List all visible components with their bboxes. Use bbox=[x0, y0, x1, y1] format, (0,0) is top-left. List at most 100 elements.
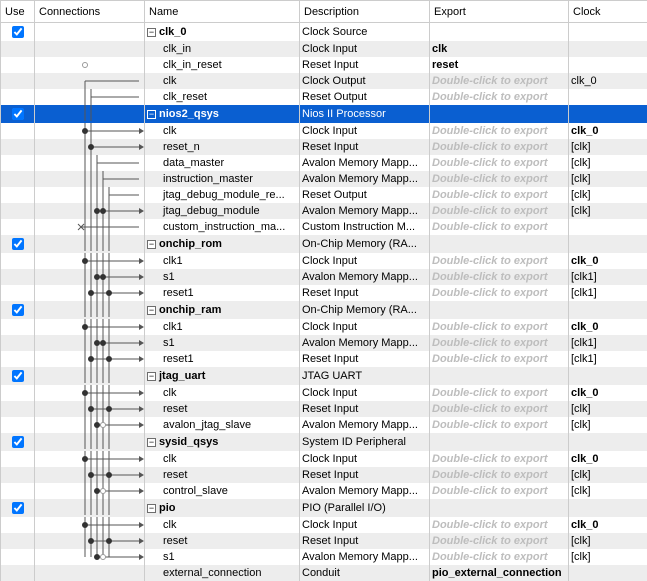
use-checkbox[interactable] bbox=[12, 502, 24, 514]
name-cell[interactable]: clk bbox=[145, 517, 300, 533]
table-row[interactable]: avalon_jtag_slaveAvalon Memory Mapp...Do… bbox=[1, 417, 647, 433]
table-row[interactable]: reset1Reset InputDouble-click to export[… bbox=[1, 351, 647, 367]
connections-cell[interactable] bbox=[35, 187, 145, 203]
table-row[interactable]: instruction_masterAvalon Memory Mapp...D… bbox=[1, 171, 647, 187]
use-checkbox[interactable] bbox=[12, 108, 24, 120]
table-row[interactable]: s1Avalon Memory Mapp...Double-click to e… bbox=[1, 269, 647, 285]
connections-cell[interactable] bbox=[35, 549, 145, 565]
connections-cell[interactable] bbox=[35, 565, 145, 581]
name-cell[interactable]: clk bbox=[145, 451, 300, 467]
export-cell[interactable] bbox=[430, 301, 569, 319]
table-row[interactable]: external_connectionConduitpio_external_c… bbox=[1, 565, 647, 581]
clock-cell[interactable] bbox=[569, 301, 647, 319]
table-row[interactable]: resetReset InputDouble-click to export[c… bbox=[1, 467, 647, 483]
connections-cell[interactable] bbox=[35, 57, 145, 73]
export-cell[interactable]: pio_external_connection bbox=[430, 565, 569, 581]
connections-cell[interactable] bbox=[35, 401, 145, 417]
table-row[interactable]: resetReset InputDouble-click to export[c… bbox=[1, 533, 647, 549]
header-clock[interactable]: Clock bbox=[569, 1, 647, 23]
clock-cell[interactable]: [clk] bbox=[569, 401, 647, 417]
clock-cell[interactable]: [clk] bbox=[569, 483, 647, 499]
connections-cell[interactable] bbox=[35, 285, 145, 301]
table-row[interactable]: reset_nReset InputDouble-click to export… bbox=[1, 139, 647, 155]
table-row[interactable]: −onchip_ramOn-Chip Memory (RA... bbox=[1, 301, 647, 319]
table-row[interactable]: jtag_debug_moduleAvalon Memory Mapp...Do… bbox=[1, 203, 647, 219]
header-use[interactable]: Use bbox=[1, 1, 35, 23]
collapse-icon[interactable]: − bbox=[147, 372, 156, 381]
connections-cell[interactable] bbox=[35, 171, 145, 187]
name-cell[interactable]: reset_n bbox=[145, 139, 300, 155]
clock-cell[interactable]: [clk] bbox=[569, 171, 647, 187]
export-cell[interactable]: Double-click to export bbox=[430, 451, 569, 467]
name-cell[interactable]: −nios2_qsys bbox=[145, 105, 300, 123]
collapse-icon[interactable]: − bbox=[147, 240, 156, 249]
name-cell[interactable]: s1 bbox=[145, 335, 300, 351]
connections-cell[interactable] bbox=[35, 253, 145, 269]
clock-cell[interactable] bbox=[569, 23, 647, 42]
export-cell[interactable]: Double-click to export bbox=[430, 351, 569, 367]
clock-cell[interactable]: clk_0 bbox=[569, 253, 647, 269]
connections-cell[interactable] bbox=[35, 499, 145, 517]
connections-cell[interactable] bbox=[35, 367, 145, 385]
export-cell[interactable] bbox=[430, 367, 569, 385]
export-cell[interactable]: Double-click to export bbox=[430, 483, 569, 499]
table-row[interactable]: data_masterAvalon Memory Mapp...Double-c… bbox=[1, 155, 647, 171]
clock-cell[interactable]: [clk1] bbox=[569, 351, 647, 367]
table-row[interactable]: custom_instruction_ma...Custom Instructi… bbox=[1, 219, 647, 235]
export-cell[interactable] bbox=[430, 23, 569, 42]
export-cell[interactable]: Double-click to export bbox=[430, 155, 569, 171]
name-cell[interactable]: reset bbox=[145, 467, 300, 483]
name-cell[interactable]: −jtag_uart bbox=[145, 367, 300, 385]
export-cell[interactable]: Double-click to export bbox=[430, 517, 569, 533]
export-cell[interactable]: Double-click to export bbox=[430, 123, 569, 139]
header-connections[interactable]: Connections bbox=[35, 1, 145, 23]
connections-cell[interactable] bbox=[35, 73, 145, 89]
use-checkbox[interactable] bbox=[12, 26, 24, 38]
connections-cell[interactable] bbox=[35, 319, 145, 335]
export-cell[interactable]: Double-click to export bbox=[430, 253, 569, 269]
export-cell[interactable]: Double-click to export bbox=[430, 171, 569, 187]
export-cell[interactable]: Double-click to export bbox=[430, 533, 569, 549]
name-cell[interactable]: external_connection bbox=[145, 565, 300, 581]
collapse-icon[interactable]: − bbox=[147, 306, 156, 315]
table-row[interactable]: clkClock InputDouble-click to exportclk_… bbox=[1, 451, 647, 467]
table-row[interactable]: −clk_0Clock Source bbox=[1, 23, 647, 42]
clock-cell[interactable]: clk_0 bbox=[569, 451, 647, 467]
connections-cell[interactable] bbox=[35, 467, 145, 483]
clock-cell[interactable]: clk_0 bbox=[569, 73, 647, 89]
clock-cell[interactable] bbox=[569, 41, 647, 57]
connections-cell[interactable] bbox=[35, 105, 145, 123]
connections-cell[interactable] bbox=[35, 433, 145, 451]
name-cell[interactable]: clk1 bbox=[145, 253, 300, 269]
export-cell[interactable]: Double-click to export bbox=[430, 467, 569, 483]
connections-cell[interactable] bbox=[35, 385, 145, 401]
clock-cell[interactable]: clk_0 bbox=[569, 517, 647, 533]
name-cell[interactable]: reset bbox=[145, 533, 300, 549]
table-row[interactable]: −pioPIO (Parallel I/O) bbox=[1, 499, 647, 517]
connections-cell[interactable] bbox=[35, 301, 145, 319]
clock-cell[interactable] bbox=[569, 105, 647, 123]
use-checkbox[interactable] bbox=[12, 370, 24, 382]
clock-cell[interactable]: [clk] bbox=[569, 533, 647, 549]
clock-cell[interactable] bbox=[569, 433, 647, 451]
clock-cell[interactable]: [clk] bbox=[569, 549, 647, 565]
export-cell[interactable]: Double-click to export bbox=[430, 285, 569, 301]
clock-cell[interactable] bbox=[569, 499, 647, 517]
export-cell[interactable]: Double-click to export bbox=[430, 549, 569, 565]
name-cell[interactable]: jtag_debug_module bbox=[145, 203, 300, 219]
export-cell[interactable]: Double-click to export bbox=[430, 269, 569, 285]
connections-cell[interactable] bbox=[35, 269, 145, 285]
table-row[interactable]: s1Avalon Memory Mapp...Double-click to e… bbox=[1, 549, 647, 565]
export-cell[interactable]: clk bbox=[430, 41, 569, 57]
name-cell[interactable]: −clk_0 bbox=[145, 23, 300, 42]
table-row[interactable]: −jtag_uartJTAG UART bbox=[1, 367, 647, 385]
clock-cell[interactable]: [clk] bbox=[569, 187, 647, 203]
export-cell[interactable]: Double-click to export bbox=[430, 219, 569, 235]
name-cell[interactable]: −onchip_rom bbox=[145, 235, 300, 253]
table-row[interactable]: s1Avalon Memory Mapp...Double-click to e… bbox=[1, 335, 647, 351]
collapse-icon[interactable]: − bbox=[147, 438, 156, 447]
clock-cell[interactable]: clk_0 bbox=[569, 319, 647, 335]
table-row[interactable]: clk_inClock Inputclk bbox=[1, 41, 647, 57]
name-cell[interactable]: s1 bbox=[145, 549, 300, 565]
table-row[interactable]: −onchip_romOn-Chip Memory (RA... bbox=[1, 235, 647, 253]
